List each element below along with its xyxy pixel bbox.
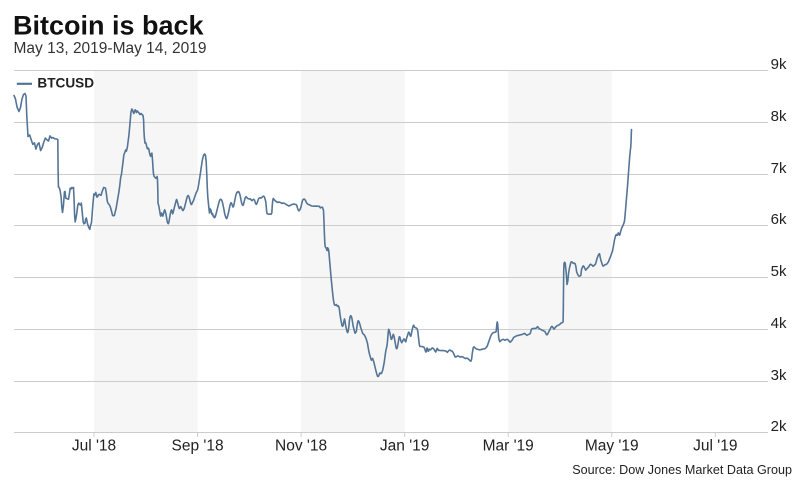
svg-text:4k: 4k <box>771 315 787 332</box>
svg-text:May 13, 2019-May 14, 2019: May 13, 2019-May 14, 2019 <box>14 40 207 57</box>
svg-text:8k: 8k <box>771 108 787 125</box>
svg-text:BTCUSD: BTCUSD <box>37 76 94 91</box>
svg-text:Jul '19: Jul '19 <box>693 437 737 454</box>
svg-text:Nov '18: Nov '18 <box>275 437 327 454</box>
svg-text:7k: 7k <box>771 160 787 177</box>
svg-text:Mar '19: Mar '19 <box>483 437 534 454</box>
svg-text:May '19: May '19 <box>585 437 639 454</box>
svg-text:Bitcoin is back: Bitcoin is back <box>13 11 205 41</box>
svg-text:2k: 2k <box>771 418 787 435</box>
svg-text:9k: 9k <box>771 56 787 73</box>
svg-text:Jan '19: Jan '19 <box>380 437 430 454</box>
svg-text:5k: 5k <box>771 263 787 280</box>
svg-text:6k: 6k <box>771 211 787 228</box>
svg-text:3k: 3k <box>771 367 787 384</box>
svg-text:Jul '18: Jul '18 <box>72 437 116 454</box>
svg-text:Source: Dow Jones Market Data: Source: Dow Jones Market Data Group <box>572 463 792 477</box>
svg-text:Sep '18: Sep '18 <box>172 437 224 454</box>
